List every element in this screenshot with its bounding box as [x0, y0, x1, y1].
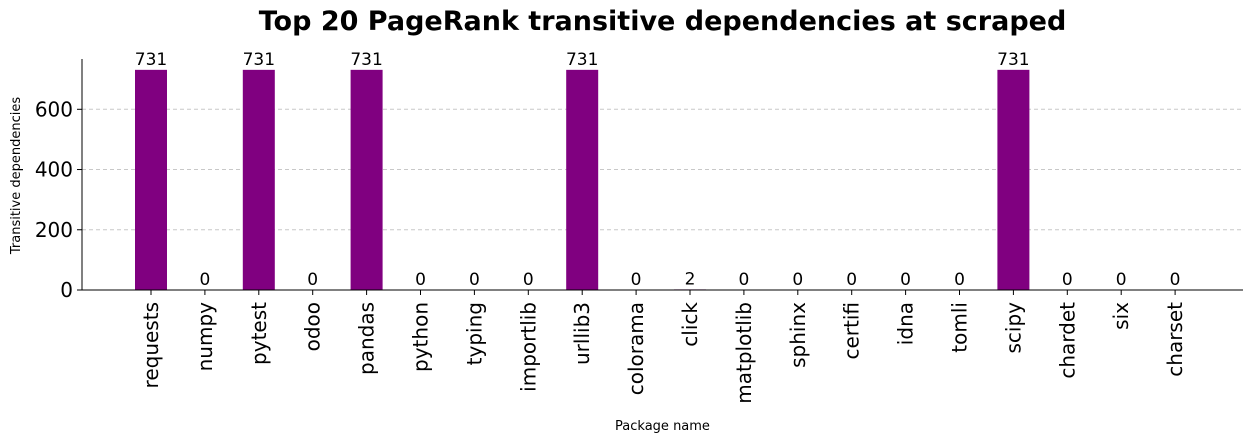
bar-value-label: 731: [243, 50, 275, 70]
bar-value-label: 0: [846, 270, 857, 290]
bar-value-label: 0: [523, 270, 534, 290]
y-tick-label: 0: [60, 278, 73, 302]
x-tick-label: sphinx: [786, 302, 810, 368]
axes-group: [81, 59, 1243, 291]
bars-group: [135, 69, 1030, 290]
y-ticks-group: 0 200 400 600: [35, 97, 82, 302]
x-tick-label: numpy: [193, 302, 217, 372]
bar: [242, 69, 275, 290]
bar: [135, 69, 167, 290]
x-tick-label: tomli: [948, 302, 972, 353]
bar-value-label: 0: [1116, 270, 1127, 290]
bar-value-label: 2: [685, 269, 696, 289]
bar: [566, 69, 599, 290]
x-tick-label: urllib3: [570, 302, 594, 365]
x-tick-label: matplotlib: [732, 302, 756, 404]
x-tick-label: importlib: [516, 302, 540, 392]
bar-value-label: 0: [199, 270, 210, 290]
x-tick-label: requests: [139, 302, 163, 388]
bar-labels-group: 731 0 731 0 731 0 0 0 731 0 2 0 0 0 0 0 731 0 0 0: [135, 50, 1181, 290]
x-tick-label: pytest: [247, 302, 271, 365]
y-axis-label: Transitive dependencies: [9, 97, 24, 255]
x-tick-label: chardet: [1055, 302, 1079, 379]
bar-value-label: 0: [792, 270, 803, 290]
bar-value-label: 0: [415, 270, 426, 290]
grid-lines: [82, 108, 1243, 231]
x-tick-label: scipy: [1001, 302, 1025, 354]
x-ticks-group: requests numpy pytest odoo pandas python typin…: [139, 290, 1187, 404]
bar-value-label: 0: [469, 270, 480, 290]
x-tick-label: certifi: [840, 302, 864, 360]
bar-value-label: 0: [954, 270, 965, 290]
x-tick-label: python: [409, 302, 433, 372]
bar-value-label: 731: [350, 50, 382, 70]
bar-value-label: 0: [738, 270, 749, 290]
x-tick-label: click: [678, 302, 702, 347]
x-axis-label: Package name: [615, 419, 710, 434]
x-tick-label: charset: [1163, 302, 1187, 377]
y-tick-label: 600: [35, 97, 73, 121]
y-tick-label: 200: [35, 218, 73, 242]
chart-title: Top 20 PageRank transitive dependencies …: [258, 6, 1067, 37]
x-tick-label: idna: [894, 302, 918, 345]
y-tick-label: 400: [35, 158, 73, 182]
x-tick-label: odoo: [301, 302, 325, 351]
bar: [997, 69, 1030, 290]
bar: [350, 69, 383, 290]
bar-value-label: 0: [631, 270, 642, 290]
bar-value-label: 731: [566, 50, 598, 70]
bar-value-label: 0: [1062, 270, 1073, 290]
bar-value-label: 0: [307, 270, 318, 290]
bar-value-label: 731: [135, 50, 167, 70]
bar-value-label: 731: [997, 50, 1029, 70]
bar-value-label: 0: [1170, 270, 1181, 290]
x-tick-label: six: [1109, 302, 1133, 330]
x-tick-label: pandas: [355, 302, 379, 375]
x-tick-label: typing: [462, 302, 486, 365]
x-tick-label: colorama: [624, 302, 648, 395]
bar-value-label: 0: [900, 270, 911, 290]
